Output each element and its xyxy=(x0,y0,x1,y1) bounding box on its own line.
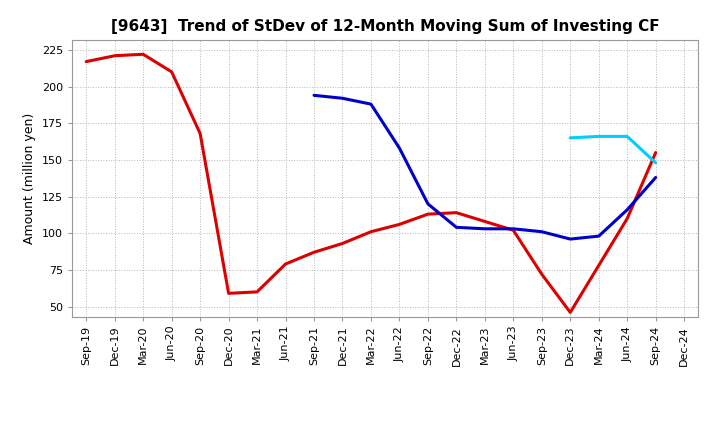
5 Years xyxy=(595,234,603,239)
3 Years xyxy=(480,219,489,224)
5 Years xyxy=(452,225,461,230)
3 Years xyxy=(537,271,546,277)
Y-axis label: Amount (million yen): Amount (million yen) xyxy=(23,113,36,244)
3 Years xyxy=(509,227,518,233)
7 Years xyxy=(652,160,660,165)
7 Years xyxy=(566,135,575,140)
3 Years xyxy=(196,131,204,136)
Line: 3 Years: 3 Years xyxy=(86,54,656,312)
Title: [9643]  Trend of StDev of 12-Month Moving Sum of Investing CF: [9643] Trend of StDev of 12-Month Moving… xyxy=(111,19,660,34)
5 Years xyxy=(537,229,546,235)
3 Years xyxy=(366,229,375,235)
5 Years xyxy=(423,201,432,206)
3 Years xyxy=(282,261,290,267)
3 Years xyxy=(82,59,91,64)
5 Years xyxy=(310,93,318,98)
3 Years xyxy=(452,210,461,215)
3 Years xyxy=(139,51,148,57)
3 Years xyxy=(395,222,404,227)
5 Years xyxy=(338,95,347,101)
5 Years xyxy=(623,207,631,213)
5 Years xyxy=(652,175,660,180)
5 Years xyxy=(366,102,375,107)
3 Years xyxy=(110,53,119,59)
3 Years xyxy=(623,216,631,221)
3 Years xyxy=(253,289,261,294)
7 Years xyxy=(623,134,631,139)
Line: 5 Years: 5 Years xyxy=(314,95,656,239)
7 Years xyxy=(595,134,603,139)
5 Years xyxy=(509,226,518,231)
3 Years xyxy=(566,310,575,315)
3 Years xyxy=(167,69,176,74)
3 Years xyxy=(338,241,347,246)
5 Years xyxy=(480,226,489,231)
5 Years xyxy=(566,236,575,242)
Line: 7 Years: 7 Years xyxy=(570,136,656,163)
3 Years xyxy=(652,150,660,155)
3 Years xyxy=(423,212,432,217)
3 Years xyxy=(310,249,318,255)
5 Years xyxy=(395,146,404,151)
3 Years xyxy=(225,291,233,296)
3 Years xyxy=(595,263,603,268)
